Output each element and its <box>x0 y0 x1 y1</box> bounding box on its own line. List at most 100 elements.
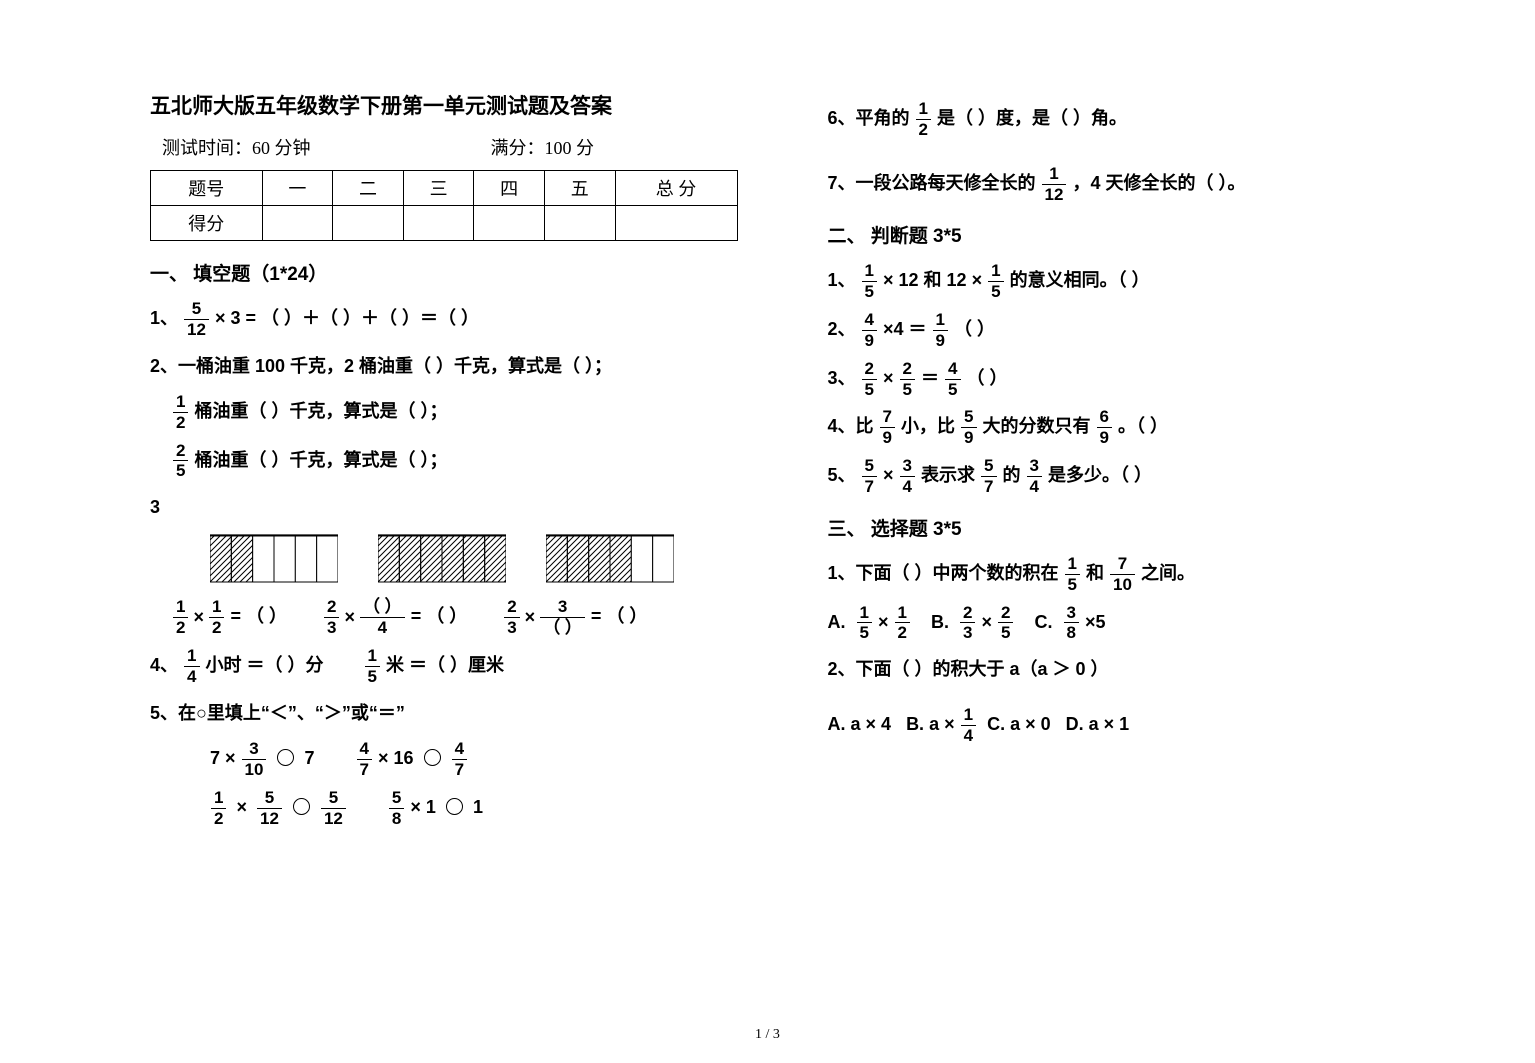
q2-l3: 2 5 桶油重（ ）千克，算式是（ ）； <box>150 442 738 481</box>
numerator: 5 <box>981 457 996 477</box>
q7-text: ，4 天修全长的（ ）。 <box>1072 173 1245 193</box>
fraction: 12 <box>173 598 188 637</box>
fraction-5-8: 58 <box>389 789 404 828</box>
fraction: 23 <box>504 598 519 637</box>
denominator: 10 <box>1110 575 1135 594</box>
q4: 4、 1 4 小时 ＝（ ）分 1 5 米 ＝（ ）厘米 <box>150 647 738 686</box>
fraction-1-2b: 12 <box>211 789 226 828</box>
section-c-heading: 三、 选择题 3*5 <box>828 514 1416 541</box>
numerator: 1 <box>916 100 931 120</box>
numerator: 1 <box>365 647 380 667</box>
fraction: 38 <box>1064 604 1079 643</box>
denominator: 5 <box>945 380 960 399</box>
b4: 4、比 79 小，比 59 大的分数只有 69 。（ ） <box>828 408 1416 447</box>
denominator: 7 <box>452 760 467 779</box>
full-val: 100 分 <box>545 138 595 158</box>
denominator: 2 <box>211 809 226 828</box>
numerator: 5 <box>184 300 209 320</box>
b1-tail: 的意义相同。（ ） <box>1010 270 1150 290</box>
c2-optB: B. a × <box>906 714 955 734</box>
fraction: 34 <box>1027 457 1042 496</box>
c1-a-mid: × <box>878 612 894 632</box>
c1-opts: A. 15 × 12 B. 23 × 25 C. 38 ×5 <box>828 604 1416 643</box>
fraction-2-5: 2 5 <box>173 442 188 481</box>
denominator: 4 <box>1027 477 1042 496</box>
c2-optA: A. a × 4 <box>828 714 892 734</box>
fraction: 79 <box>880 408 895 447</box>
fraction-3-10: 310 <box>242 740 267 779</box>
c1-text: 下面（ ）中两个数的积在 <box>856 563 1059 583</box>
b4-mid2: 大的分数只有 <box>983 417 1091 437</box>
q5-row2: 12 × 512 512 58 × 1 1 <box>150 789 738 828</box>
denominator: 7 <box>862 477 877 496</box>
denominator: 5 <box>857 623 872 642</box>
denominator: 4 <box>184 667 199 686</box>
denominator: 12 <box>1042 185 1067 204</box>
numerator: 1 <box>211 789 226 809</box>
section-b-heading: 二、 判断题 3*5 <box>828 221 1416 248</box>
q2-l3-text: 桶油重（ ）千克，算式是（ ）； <box>194 450 447 470</box>
q5-r1a-pre: 7 × <box>210 748 236 768</box>
b1: 1、 15 × 12 和 12 × 15 的意义相同。（ ） <box>828 262 1416 301</box>
th: 五 <box>544 171 615 206</box>
table-row: 题号 一 二 三 四 五 总 分 <box>151 171 738 206</box>
denominator: 12 <box>321 809 346 828</box>
b5-mid: × <box>883 465 899 485</box>
denominator: 5 <box>862 282 877 301</box>
b4-num: 4、 <box>828 417 856 437</box>
b2: 2、 49 ×4 ＝ 19 （ ） <box>828 311 1416 350</box>
numerator: 4 <box>862 311 877 331</box>
th: 总 分 <box>615 171 737 206</box>
c2-optD: D. a × 1 <box>1066 714 1130 734</box>
score-table: 题号 一 二 三 四 五 总 分 得分 <box>150 170 738 241</box>
c1-mid: 和 <box>1086 563 1104 583</box>
b4-pre: 比 <box>856 417 874 437</box>
q6: 6、平角的 12 是（ ）度，是（ ）角。 <box>828 100 1416 139</box>
fraction-5-12b: 512 <box>257 789 282 828</box>
numerator: 3 <box>242 740 267 760</box>
b3-tail: （ ） <box>967 368 1008 388</box>
meta-row: 测试时间：60 分钟 满分：100 分 <box>150 134 738 160</box>
fraction: 15 <box>862 262 877 301</box>
fraction-1-5: 1 5 <box>365 647 380 686</box>
fraction-4-7: 47 <box>357 740 372 779</box>
b2-tail: （ ） <box>954 319 995 339</box>
q7: 7、一段公路每天修全长的 112 ，4 天修全长的（ ）。 <box>828 165 1416 204</box>
circle-blank-icon <box>277 749 294 766</box>
b3-eq: ＝ <box>921 368 944 388</box>
q3-eq-0: 12×12 = （ ） <box>172 598 287 637</box>
q7-pre: 一段公路每天修全长的 <box>856 173 1036 193</box>
fraction: 25 <box>998 604 1013 643</box>
c1-optC: C. <box>1035 612 1053 632</box>
c2-num: 2、 <box>828 659 856 679</box>
numerator: 5 <box>961 408 976 428</box>
numerator: 5 <box>321 789 346 809</box>
numerator: 1 <box>184 647 199 667</box>
fraction-5-12c: 512 <box>321 789 346 828</box>
numerator: 1 <box>1065 555 1080 575</box>
fraction: 15 <box>857 604 872 643</box>
denominator: 5 <box>365 667 380 686</box>
c2-text: 下面（ ）的积大于 a（a ＞ 0 ） <box>856 659 1109 679</box>
numerator: 4 <box>945 360 960 380</box>
q3-boxes-row <box>150 534 738 584</box>
time-label: 测试时间： <box>162 138 252 158</box>
fraction: 15 <box>1065 555 1080 594</box>
b5-tail: 是多少。（ ） <box>1048 465 1152 485</box>
q4-p2: 米 ＝（ ）厘米 <box>386 655 504 675</box>
q5-r2b-mid: × 1 <box>410 797 436 817</box>
full-label: 满分： <box>491 138 545 158</box>
numerator: 1 <box>895 604 910 624</box>
denominator: 5 <box>998 623 1013 642</box>
denominator: 2 <box>916 120 931 139</box>
c1-optB: B. <box>931 612 949 632</box>
fraction: 25 <box>900 360 915 399</box>
denominator: 2 <box>895 623 910 642</box>
page-footer: 1 / 3 <box>0 1027 1535 1043</box>
fraction-1-2c: 12 <box>916 100 931 139</box>
fraction: 59 <box>961 408 976 447</box>
c1-b-mid: × <box>982 612 998 632</box>
fraction: 14 <box>961 706 976 745</box>
c2-opts: A. a × 4 B. a × 14 C. a × 0 D. a × 1 <box>828 706 1416 745</box>
q3-eq-1: 23×（ ）4 = （ ） <box>323 598 467 637</box>
